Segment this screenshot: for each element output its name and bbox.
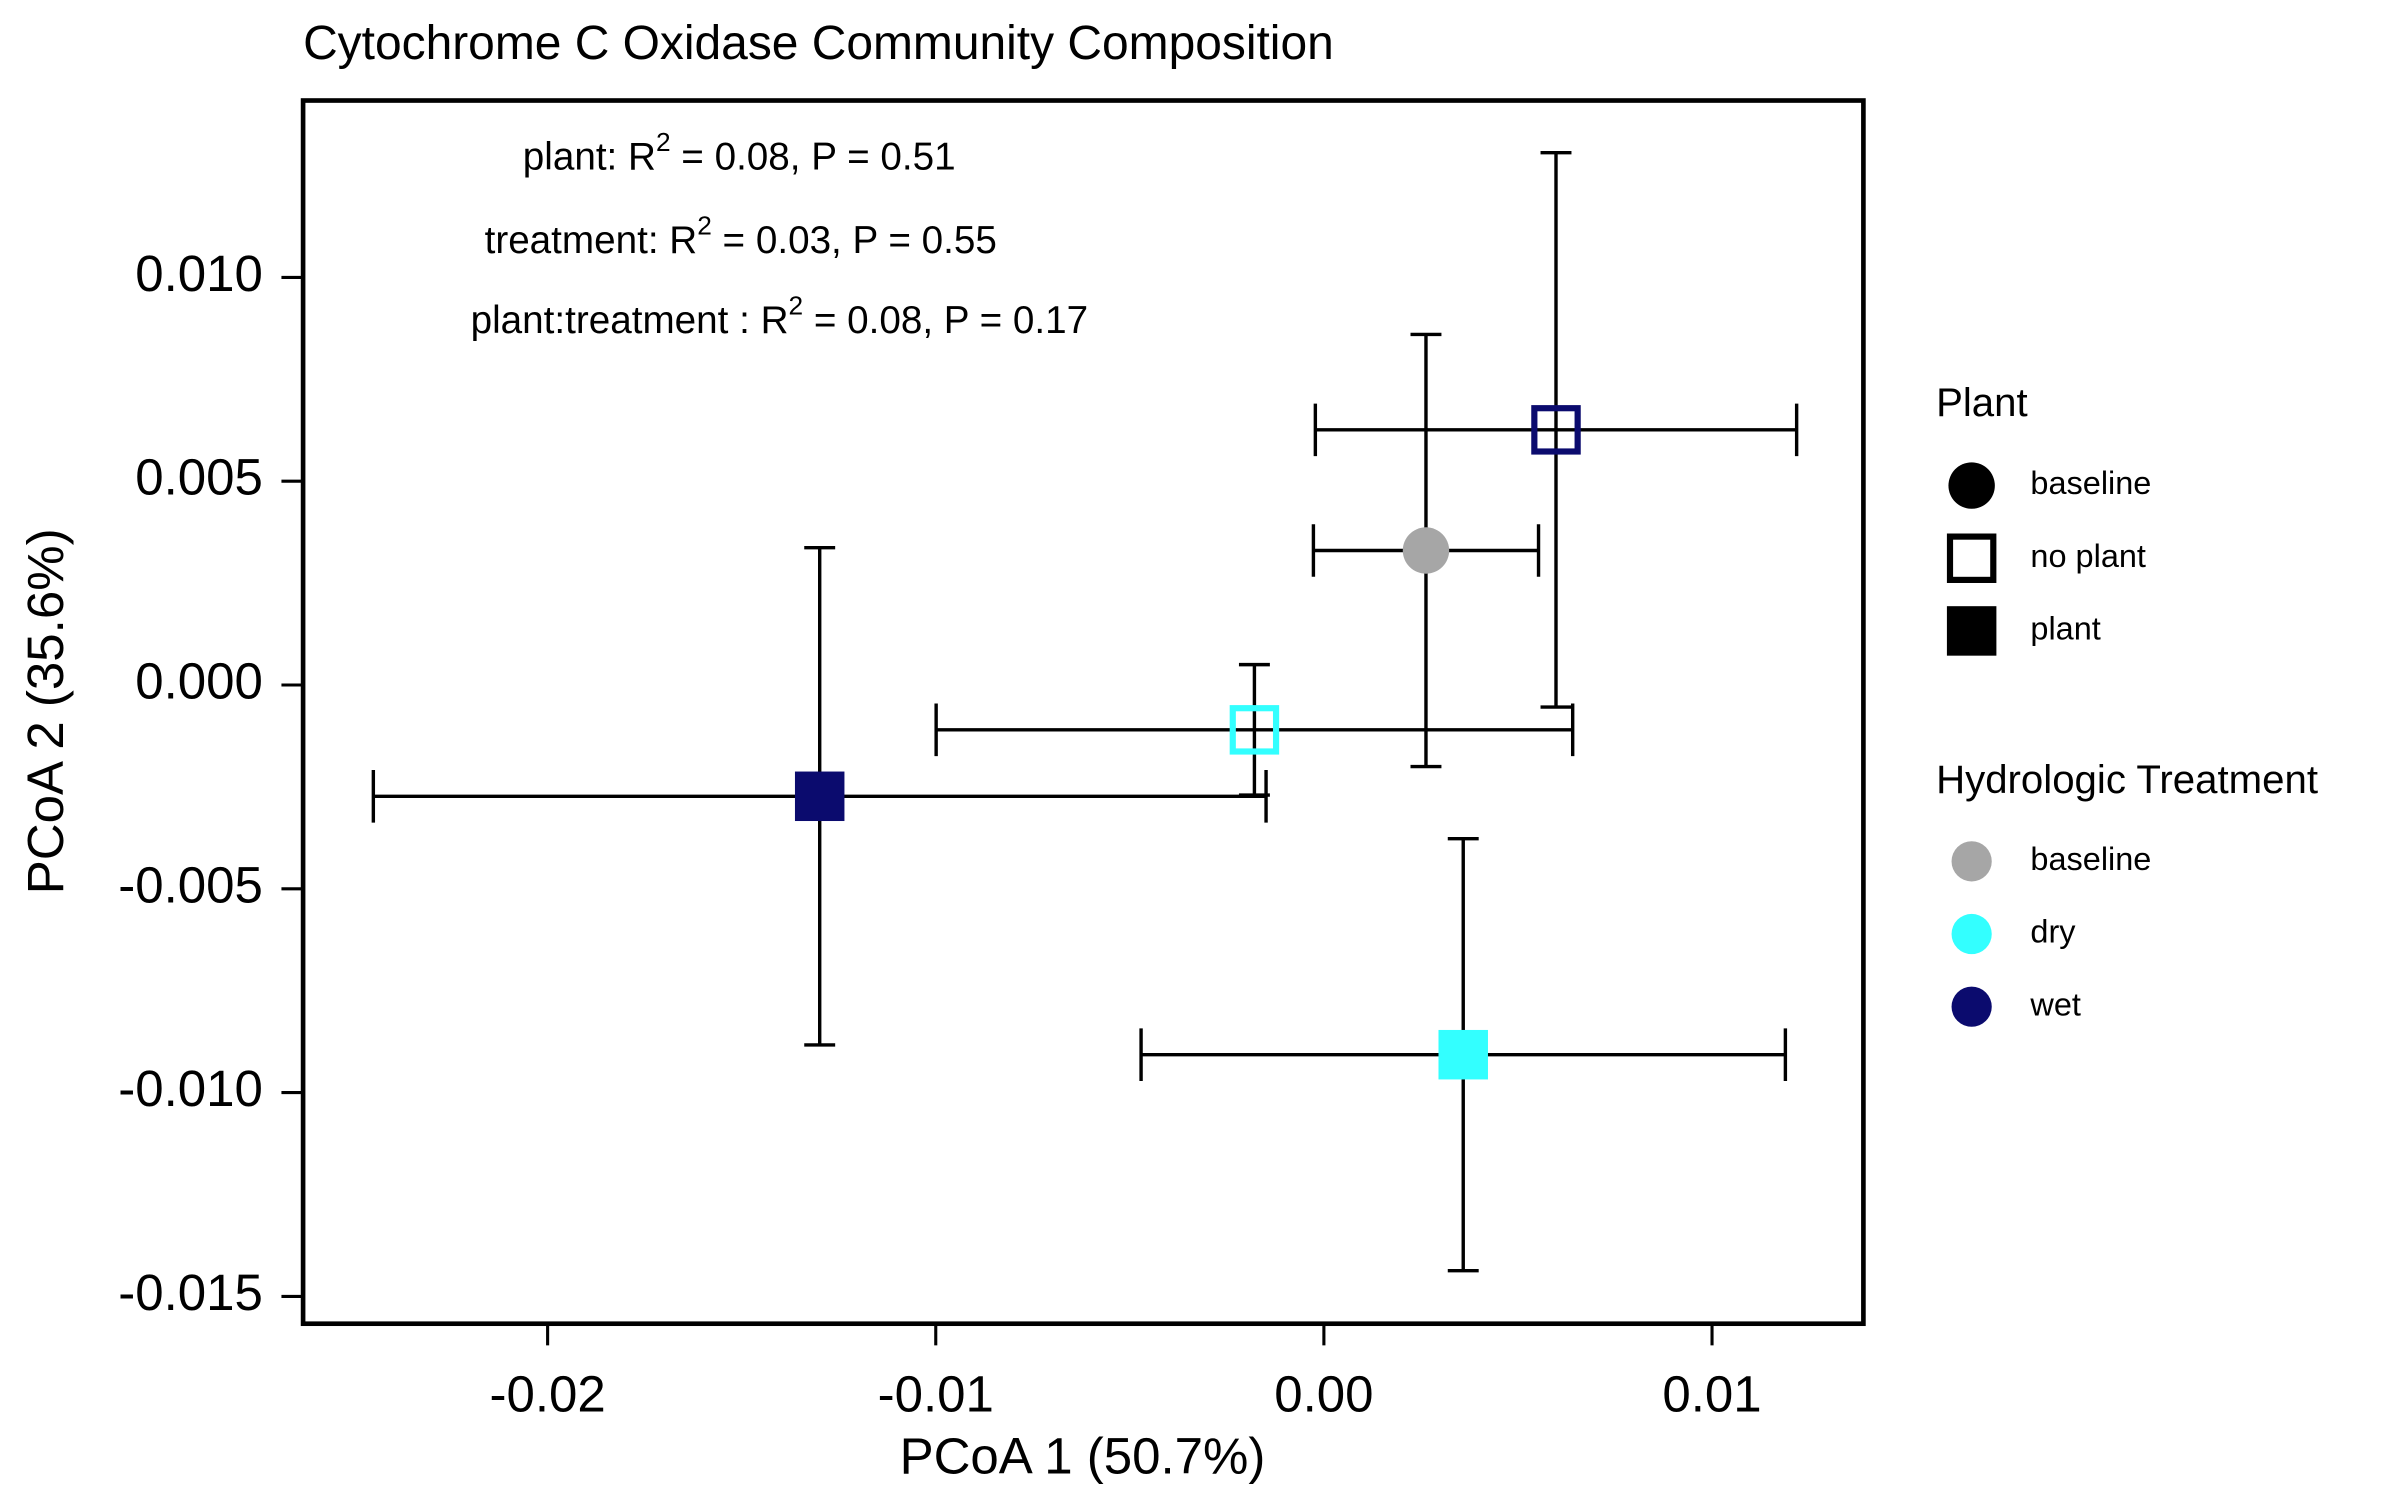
annotation-superscript: 2 — [788, 291, 803, 321]
y-tick-label: 0.010 — [135, 245, 263, 302]
x-error-bar — [1313, 403, 1799, 457]
x-axis-label: PCoA 1 (50.7%) — [900, 1427, 1266, 1484]
annotation-superscript: 2 — [697, 210, 712, 240]
y-tick-label: -0.005 — [118, 856, 263, 913]
legend-marker — [1946, 533, 1997, 583]
legend-marker — [1948, 462, 1995, 509]
annotation: treatment: R2 = 0.03, P = 0.55 — [485, 210, 997, 262]
y-tick-label: 0.000 — [135, 652, 263, 709]
point — [1438, 1029, 1488, 1080]
legend-title: Hydrologic Treatment — [1936, 757, 2318, 802]
annotation-superscript: 2 — [656, 127, 671, 157]
legend-marker — [1951, 913, 1992, 955]
legend-label: no plant — [2030, 538, 2146, 574]
annotation-text: = 0.08, P = 0.17 — [803, 299, 1088, 342]
legend-label: plant — [2030, 611, 2100, 647]
x-tick-label: -0.02 — [489, 1365, 605, 1422]
point — [1229, 705, 1280, 755]
legend-label: wet — [2029, 986, 2081, 1022]
legend-label: baseline — [2030, 465, 2151, 501]
legend-marker — [1951, 986, 1992, 1027]
annotation-text: plant: R — [523, 135, 656, 178]
x-tick-label: -0.01 — [878, 1365, 994, 1422]
y-tick-label: -0.015 — [118, 1264, 263, 1321]
annotation-text: = 0.08, P = 0.51 — [671, 135, 956, 178]
y-tick-label: 0.005 — [135, 449, 263, 506]
annotation-text: = 0.03, P = 0.55 — [712, 219, 997, 262]
annotation-text: treatment: R — [485, 219, 698, 262]
y-tick-label: -0.010 — [118, 1060, 263, 1117]
legend-marker — [1951, 841, 1992, 882]
x-tick-label: 0.01 — [1662, 1365, 1761, 1422]
plot-border — [300, 98, 1866, 1327]
legend-label: dry — [2030, 914, 2076, 950]
legend-title: Plant — [1936, 380, 2028, 425]
point — [1531, 405, 1581, 455]
x-error-bar — [934, 703, 1575, 757]
legend-marker — [1946, 606, 1997, 656]
annotation: plant:treatment : R2 = 0.08, P = 0.17 — [471, 291, 1089, 343]
chart-title: Cytochrome C Oxidase Community Compositi… — [303, 17, 1334, 70]
annotation-text: plant:treatment : R — [471, 299, 789, 342]
y-axis-label: PCoA 2 (35.6%) — [17, 528, 74, 894]
legend-label: baseline — [2030, 841, 2151, 877]
annotation: plant: R2 = 0.08, P = 0.51 — [523, 127, 956, 179]
point — [794, 771, 845, 822]
point — [1402, 527, 1450, 574]
x-tick-label: 0.00 — [1274, 1365, 1373, 1422]
